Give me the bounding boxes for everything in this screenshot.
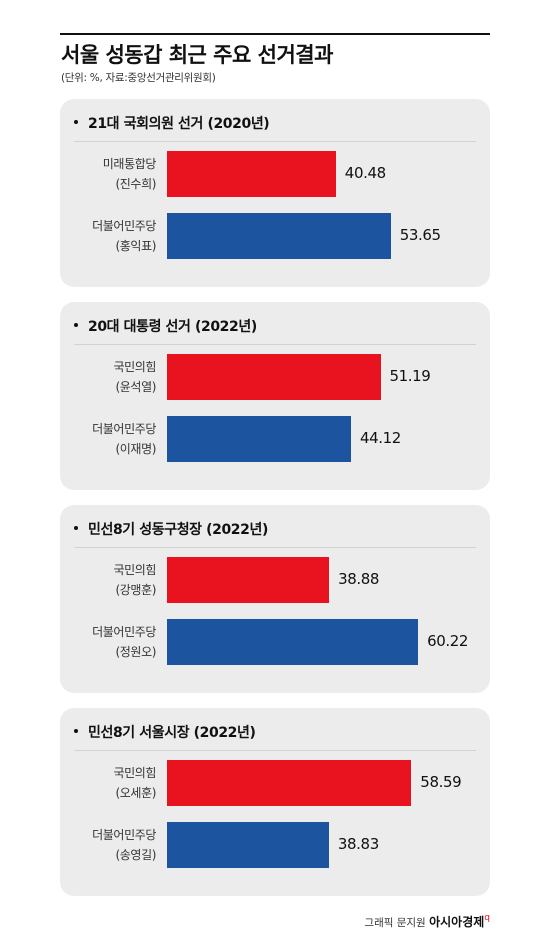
candidate-label: 더불어민주당 (송영길) <box>60 825 156 865</box>
panel-divider <box>74 750 476 751</box>
candidate-name: (진수희) <box>115 177 157 191</box>
candidate-row: 국민의힘 (오세훈) 58.59 <box>60 760 490 806</box>
candidate-label: 국민의힘 (윤석열) <box>60 357 156 397</box>
bar-blue <box>167 822 329 868</box>
panel-title: 21대 국회의원 선거 (2020년) <box>74 113 270 133</box>
bar-value-label: 40.48 <box>344 164 386 182</box>
panel-title: 민선8기 서울시장 (2022년) <box>74 722 256 742</box>
candidate-name: (정원오) <box>115 645 157 659</box>
panel-title-text: 20대 대통령 선거 (2022년) <box>88 319 257 335</box>
candidate-row: 더불어민주당 (이재명) 44.12 <box>60 416 490 462</box>
bar-blue <box>167 619 419 665</box>
party-name: 미래통합당 <box>102 157 157 171</box>
bar-value-label: 38.83 <box>337 835 379 853</box>
credit: 그래픽 문지원 아시아경제q <box>364 913 490 930</box>
party-name: 더불어민주당 <box>92 828 156 842</box>
candidate-label: 미래통합당 (진수희) <box>60 154 157 194</box>
candidate-label: 더불어민주당 (홍익표) <box>60 216 156 256</box>
candidate-name: (홍익표) <box>115 239 157 253</box>
bar-red <box>167 151 336 197</box>
bar-value-label: 44.12 <box>360 429 401 447</box>
panel-divider <box>74 141 476 142</box>
bar-red <box>167 354 381 400</box>
bar-red <box>167 557 330 603</box>
top-rule <box>60 33 490 35</box>
panel-title-text: 민선8기 서울시장 (2022년) <box>88 725 256 741</box>
party-name: 국민의힘 <box>113 563 156 577</box>
bullet-icon <box>74 526 78 530</box>
bar-value-label: 53.65 <box>399 226 441 244</box>
credit-author: 그래픽 문지원 <box>364 917 426 929</box>
party-name: 더불어민주당 <box>92 219 156 233</box>
brand-mark-icon: q <box>484 913 490 923</box>
panel-title-text: 민선8기 성동구청장 (2022년) <box>88 522 268 538</box>
election-panel: 20대 대통령 선거 (2022년) 국민의힘 (윤석열) 51.19 더불어민주당 (이… <box>60 302 490 490</box>
bar-value-label: 51.19 <box>389 367 431 385</box>
bar-value-label: 38.88 <box>338 570 380 588</box>
bullet-icon <box>74 323 78 327</box>
candidate-name: (윤석열) <box>115 380 157 394</box>
candidate-label: 국민의힘 (오세훈) <box>60 763 156 803</box>
credit-brand: 아시아경제 <box>429 915 485 929</box>
bar-red <box>167 760 412 806</box>
candidate-row: 더불어민주당 (송영길) 38.83 <box>60 822 490 868</box>
candidate-label: 국민의힘 (강맹훈) <box>60 560 156 600</box>
bar-blue <box>167 213 391 259</box>
panel-title-text: 21대 국회의원 선거 (2020년) <box>88 116 270 132</box>
party-name: 더불어민주당 <box>92 422 156 436</box>
candidate-label: 더불어민주당 (이재명) <box>60 419 156 459</box>
bar-value-label: 58.59 <box>420 773 462 791</box>
election-panel: 민선8기 서울시장 (2022년) 국민의힘 (오세훈) 58.59 더불어민주당 (송영… <box>60 708 490 896</box>
candidate-name: (송영길) <box>115 848 157 862</box>
party-name: 국민의힘 <box>113 360 156 374</box>
election-panel: 민선8기 성동구청장 (2022년) 국민의힘 (강맹훈) 38.88 더불어민주당 (정… <box>60 505 490 693</box>
candidate-row: 국민의힘 (윤석열) 51.19 <box>60 354 490 400</box>
candidate-row: 국민의힘 (강맹훈) 38.88 <box>60 557 490 603</box>
candidate-name: (이재명) <box>115 442 157 456</box>
panel-divider <box>74 344 476 345</box>
bullet-icon <box>74 120 78 124</box>
party-name: 국민의힘 <box>113 766 156 780</box>
candidate-name: (오세훈) <box>115 786 157 800</box>
panel-title: 20대 대통령 선거 (2022년) <box>74 316 257 336</box>
bullet-icon <box>74 729 78 733</box>
candidate-row: 미래통합당 (진수희) 40.48 <box>60 151 490 197</box>
chart-title: 서울 성동갑 최근 주요 선거결과 <box>61 43 333 67</box>
chart-subtitle: (단위: %, 자료:중앙선거관리위원회) <box>61 72 216 84</box>
election-panel: 21대 국회의원 선거 (2020년) 미래통합당 (진수희) 40.48 더불어민주당… <box>60 99 490 287</box>
panel-title: 민선8기 성동구청장 (2022년) <box>74 519 268 539</box>
candidate-row: 더불어민주당 (홍익표) 53.65 <box>60 213 490 259</box>
bar-value-label: 60.22 <box>427 632 469 650</box>
candidate-label: 더불어민주당 (정원오) <box>60 622 156 662</box>
bar-blue <box>167 416 351 462</box>
party-name: 더불어민주당 <box>92 625 156 639</box>
candidate-row: 더불어민주당 (정원오) 60.22 <box>60 619 490 665</box>
panel-divider <box>74 547 476 548</box>
candidate-name: (강맹훈) <box>115 583 157 597</box>
